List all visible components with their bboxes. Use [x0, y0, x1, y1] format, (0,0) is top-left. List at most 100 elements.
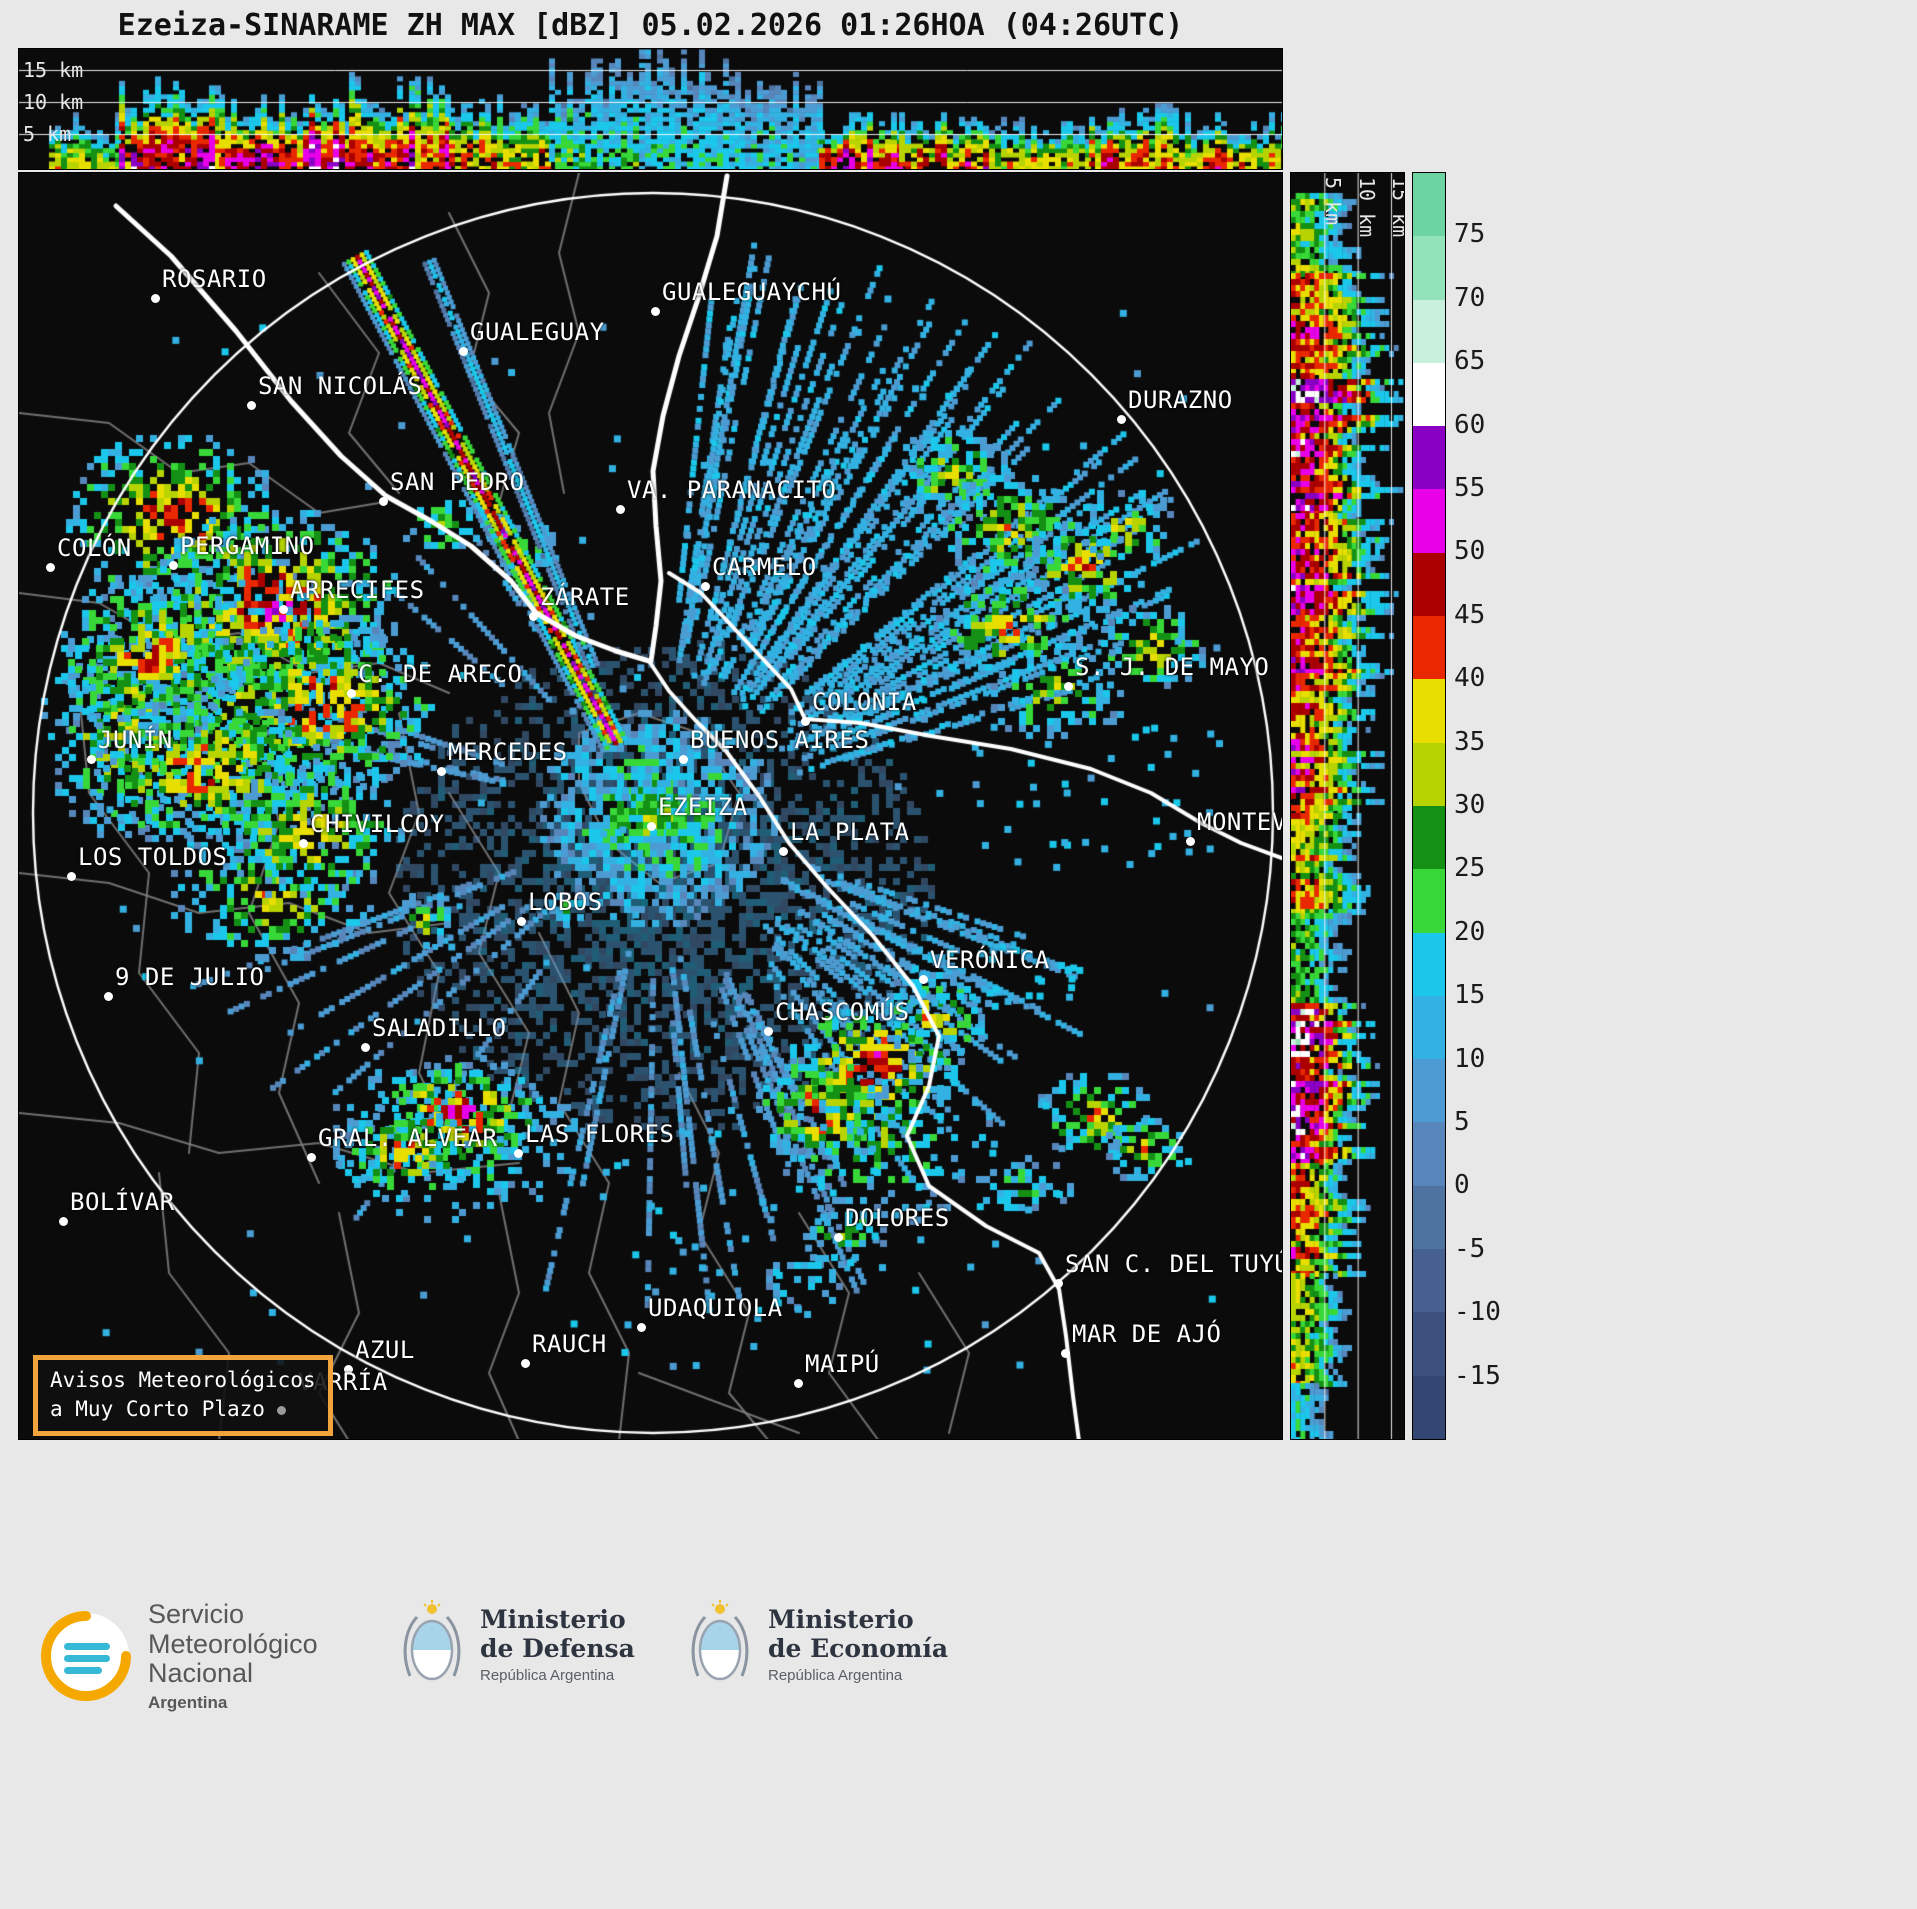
colorbar-segment: [1413, 1312, 1445, 1376]
colorbar-segment: [1413, 1249, 1445, 1313]
economia-line1: Ministerio: [768, 1604, 914, 1634]
city-dot: [1186, 837, 1195, 846]
city-label: AZUL: [355, 1336, 415, 1364]
economia-line3: República Argentina: [768, 1667, 903, 1685]
colorbar-segment: [1413, 489, 1445, 553]
colorbar-tick: 10: [1454, 1043, 1486, 1074]
city-dot: [764, 1027, 773, 1036]
cross-section-right-panel: 5 km 10 km 15 km: [1290, 172, 1405, 1440]
city-dot: [1061, 1349, 1070, 1358]
height-label-10km-vertical: 10 km: [1355, 177, 1379, 238]
colorbar-segment: [1413, 426, 1445, 490]
economia-line2: de Economía: [768, 1633, 949, 1663]
colorbar-segment: [1413, 362, 1445, 427]
cross-section-top-canvas: [19, 49, 1282, 169]
city-dot: [437, 767, 446, 776]
colorbar-segment: [1413, 1059, 1445, 1123]
colorbar-tick: -15: [1454, 1360, 1501, 1391]
economia-coat-of-arms: [691, 1600, 749, 1681]
colorbar-segment: [1413, 932, 1445, 996]
city-dot: [919, 975, 928, 984]
city-dot: [616, 505, 625, 514]
city-label: VERÓNICA: [930, 946, 1050, 974]
defensa-logo-group: Ministerio de Defensa República Argentin…: [400, 1600, 635, 1690]
colorbar-segment: [1413, 1185, 1445, 1250]
city-dot: [679, 755, 688, 764]
smn-logo-group: Servicio Meteorológico Nacional Argentin…: [40, 1599, 318, 1713]
city-dot: [344, 1365, 353, 1374]
height-label-15km-vertical: 15 km: [1388, 177, 1405, 238]
city-label: S. J. DE MAYO: [1075, 653, 1270, 681]
city-label: VA. PARANACITO: [627, 476, 837, 504]
city-label: CHIVILCOY: [310, 810, 445, 838]
warning-line1: Avisos Meteorológicos: [50, 1368, 316, 1392]
city-label: GUALEGUAY: [470, 318, 605, 346]
colorbar-segment: [1413, 1122, 1445, 1186]
city-dot: [67, 872, 76, 881]
city-label: BUENOS AIRES: [690, 726, 870, 754]
city-label: LA PLATA: [790, 818, 910, 846]
city-dot: [647, 822, 656, 831]
height-label-10km: 10 km: [23, 90, 84, 114]
city-dot: [1054, 1279, 1063, 1288]
smn-line4: Argentina: [148, 1693, 228, 1713]
smn-line3: Nacional: [148, 1658, 254, 1689]
city-dot: [1064, 682, 1073, 691]
city-label: GUALEGUAYCHÚ: [662, 278, 842, 306]
city-label: SAN PEDRO: [390, 468, 525, 496]
warning-badge[interactable]: Avisos Meteorológicos a Muy Corto Plazo: [33, 1355, 333, 1436]
city-label: SALADILLO: [372, 1014, 507, 1042]
city-label: JUNÍN: [98, 726, 173, 754]
colorbar-tick: 65: [1454, 346, 1486, 377]
city-dot: [151, 294, 160, 303]
cross-section-top-panel: 15 km 10 km 5 km: [18, 48, 1283, 170]
city-dot: [347, 689, 356, 698]
colorbar-tick: 0: [1454, 1170, 1470, 1201]
smn-line1: Servicio: [148, 1599, 245, 1629]
city-label: MERCEDES: [448, 738, 568, 766]
city-dot: [794, 1379, 803, 1388]
colorbar-tick: 60: [1454, 409, 1486, 440]
city-dot: [834, 1233, 843, 1242]
city-label: 9 DE JULIO: [115, 963, 265, 991]
height-label-15km: 15 km: [23, 58, 84, 82]
dbz-colorbar: [1412, 172, 1446, 1440]
city-dot: [104, 992, 113, 1001]
city-label: ZÁRATE: [540, 583, 630, 611]
city-dot: [169, 561, 178, 570]
colorbar-segment: [1413, 616, 1445, 680]
city-dot: [779, 847, 788, 856]
city-dot: [59, 1217, 68, 1226]
colorbar-tick: 15: [1454, 980, 1486, 1011]
radar-map-canvas: [19, 173, 1282, 1439]
city-label: C. DE ARECO: [358, 660, 523, 688]
defensa-text: Ministerio de Defensa República Argentin…: [480, 1604, 635, 1684]
colorbar-segment: [1413, 173, 1445, 237]
city-dot: [517, 917, 526, 926]
city-label: CHASCOMÚS: [775, 998, 910, 1026]
colorbar-tick: 45: [1454, 599, 1486, 630]
defensa-line1: Ministerio: [480, 1604, 626, 1634]
smn-line2: Meteorológico: [148, 1628, 318, 1659]
city-label: LAS FLORES: [525, 1120, 675, 1148]
city-label: MONTEVIDEO: [1197, 808, 1282, 836]
city-label: COLONIA: [812, 688, 917, 716]
colorbar-tick: 75: [1454, 219, 1486, 250]
city-label: CARMELO: [712, 553, 817, 581]
city-dot: [801, 717, 810, 726]
city-dot: [46, 563, 55, 572]
smn-text: Servicio Meteorológico Nacional Argentin…: [148, 1599, 318, 1713]
city-dot: [521, 1359, 530, 1368]
radar-map-panel: ROSARIO GUALEGUAYCHÚ GUALEGUAY SAN NICOLÁS S…: [18, 172, 1283, 1440]
colorbar-segment: [1413, 236, 1445, 300]
colorbar-segment: [1413, 1375, 1445, 1439]
city-dot: [279, 605, 288, 614]
colorbar-segment: [1413, 552, 1445, 617]
city-label: UDAQUIOLA: [648, 1294, 783, 1322]
colorbar-tick: 50: [1454, 536, 1486, 567]
city-dot: [247, 401, 256, 410]
colorbar-segment: [1413, 869, 1445, 933]
city-label: PERGAMINO: [180, 532, 315, 560]
city-label: RAUCH: [532, 1330, 607, 1358]
colorbar-segment: [1413, 742, 1445, 806]
